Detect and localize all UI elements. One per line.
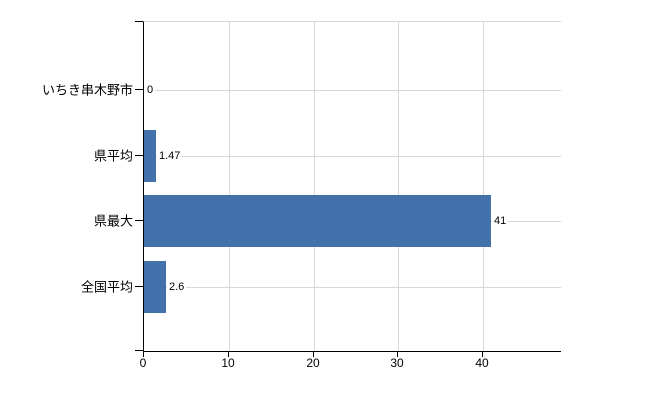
bar	[144, 261, 166, 313]
x-tick-label: 40	[475, 356, 489, 370]
category-label: 県平均	[93, 148, 133, 164]
x-gridline	[483, 22, 484, 351]
value-label: 2.6	[167, 280, 187, 294]
y-axis-tick	[135, 155, 143, 156]
x-axis-tick	[313, 351, 314, 357]
x-axis-tick	[228, 351, 229, 357]
x-tick-label: 0	[139, 356, 147, 370]
y-axis-tick	[135, 220, 143, 221]
plot-area: 0 1.47 41 2.6	[143, 21, 561, 352]
bar	[144, 195, 491, 247]
x-axis-tick	[143, 351, 144, 357]
x-tick-label: 30	[390, 356, 404, 370]
value-label: 1.47	[157, 149, 183, 163]
x-tick-label: 10	[221, 356, 235, 370]
bar	[144, 130, 156, 182]
x-gridline	[398, 22, 399, 351]
x-axis-tick	[482, 351, 483, 357]
x-axis-tick	[397, 351, 398, 357]
category-gridline	[144, 287, 561, 288]
category-label: いちき串木野市	[41, 82, 133, 98]
y-axis-tick	[135, 286, 143, 287]
y-axis-tick	[135, 350, 143, 351]
category-label: 全国平均	[80, 279, 133, 295]
x-gridline	[314, 22, 315, 351]
y-axis-tick	[135, 21, 143, 22]
x-tick-label: 20	[306, 356, 320, 370]
value-label: 0	[145, 83, 156, 97]
y-axis-tick	[135, 89, 143, 90]
category-label: 県最大	[93, 213, 133, 229]
category-gridline	[144, 156, 561, 157]
category-gridline	[144, 90, 561, 91]
value-label: 41	[492, 214, 509, 228]
x-gridline	[229, 22, 230, 351]
